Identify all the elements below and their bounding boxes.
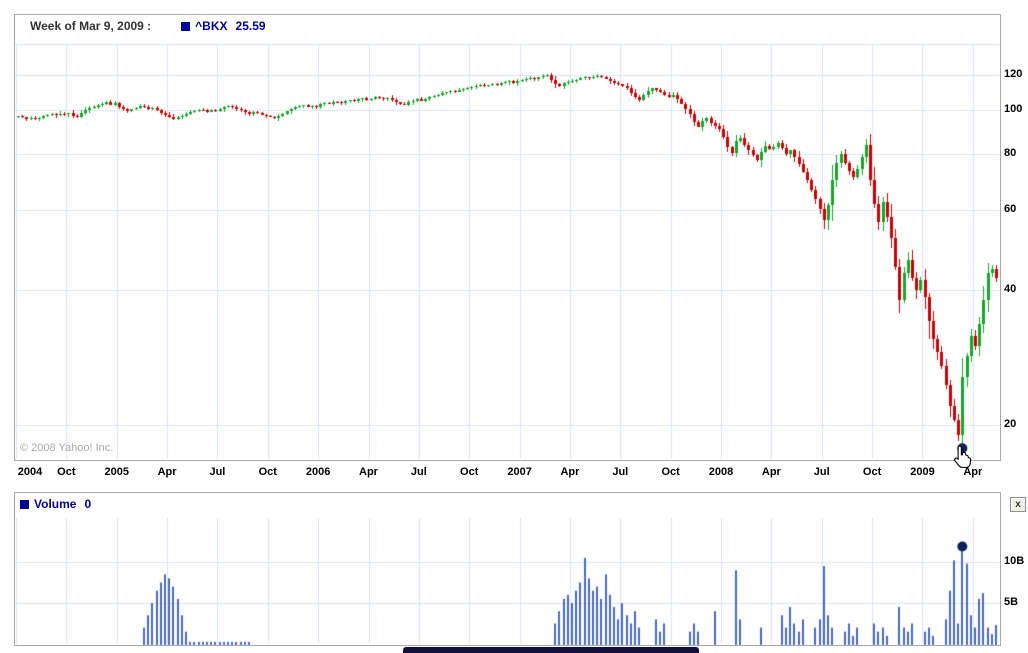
x-axis-label: Oct: [460, 466, 479, 478]
x-axis: 2004 Oct 2005 Apr Jul Oct 2006 Apr Jul Oct 2007 Apr…: [0, 466, 1028, 482]
x-axis-label: Oct: [862, 466, 882, 478]
legend-value: 25.59: [235, 19, 266, 33]
hover-week-label: Week of Mar 9, 2009 :: [30, 19, 152, 33]
x-axis-label: Apr: [157, 466, 177, 478]
close-volume-button[interactable]: x: [1010, 497, 1026, 512]
x-axis-label: Jul: [410, 466, 427, 478]
bottom-slider-partial[interactable]: [403, 647, 699, 653]
x-axis-label: Oct: [661, 466, 680, 478]
x-axis-label: 2007: [507, 466, 532, 478]
x-axis-label: 2006: [305, 466, 331, 478]
x-axis-label: Apr: [963, 466, 983, 478]
hand-cursor-icon: [954, 445, 972, 468]
x-axis-label: Jul: [612, 466, 629, 478]
x-axis-label: Apr: [560, 466, 580, 478]
x-axis-label: 2008: [708, 466, 734, 478]
x-axis-label: Apr: [359, 466, 378, 478]
x-axis-label: 2004: [17, 466, 43, 478]
x-axis-label: 2009: [910, 466, 935, 478]
legend-symbol-label: ^BKX: [195, 19, 228, 33]
hover-info: Week of Mar 9, 2009 : ^BKX 25.59: [30, 19, 266, 33]
x-axis-label: Jul: [813, 466, 830, 478]
x-axis-label: Jul: [209, 466, 226, 478]
x-axis-label: Oct: [57, 466, 76, 478]
x-axis-label: Apr: [761, 466, 781, 478]
volume-value: 0: [84, 497, 92, 511]
volume-legend: Volume 0: [20, 497, 91, 511]
legend-swatch-icon: [181, 21, 191, 31]
volume-label: Volume: [34, 497, 77, 511]
copyright-watermark: © 2008 Yahoo! Inc.: [20, 442, 114, 454]
x-axis-label: 2005: [104, 466, 129, 478]
volume-legend-swatch-icon: [20, 499, 29, 509]
x-axis-label: Oct: [258, 466, 277, 478]
